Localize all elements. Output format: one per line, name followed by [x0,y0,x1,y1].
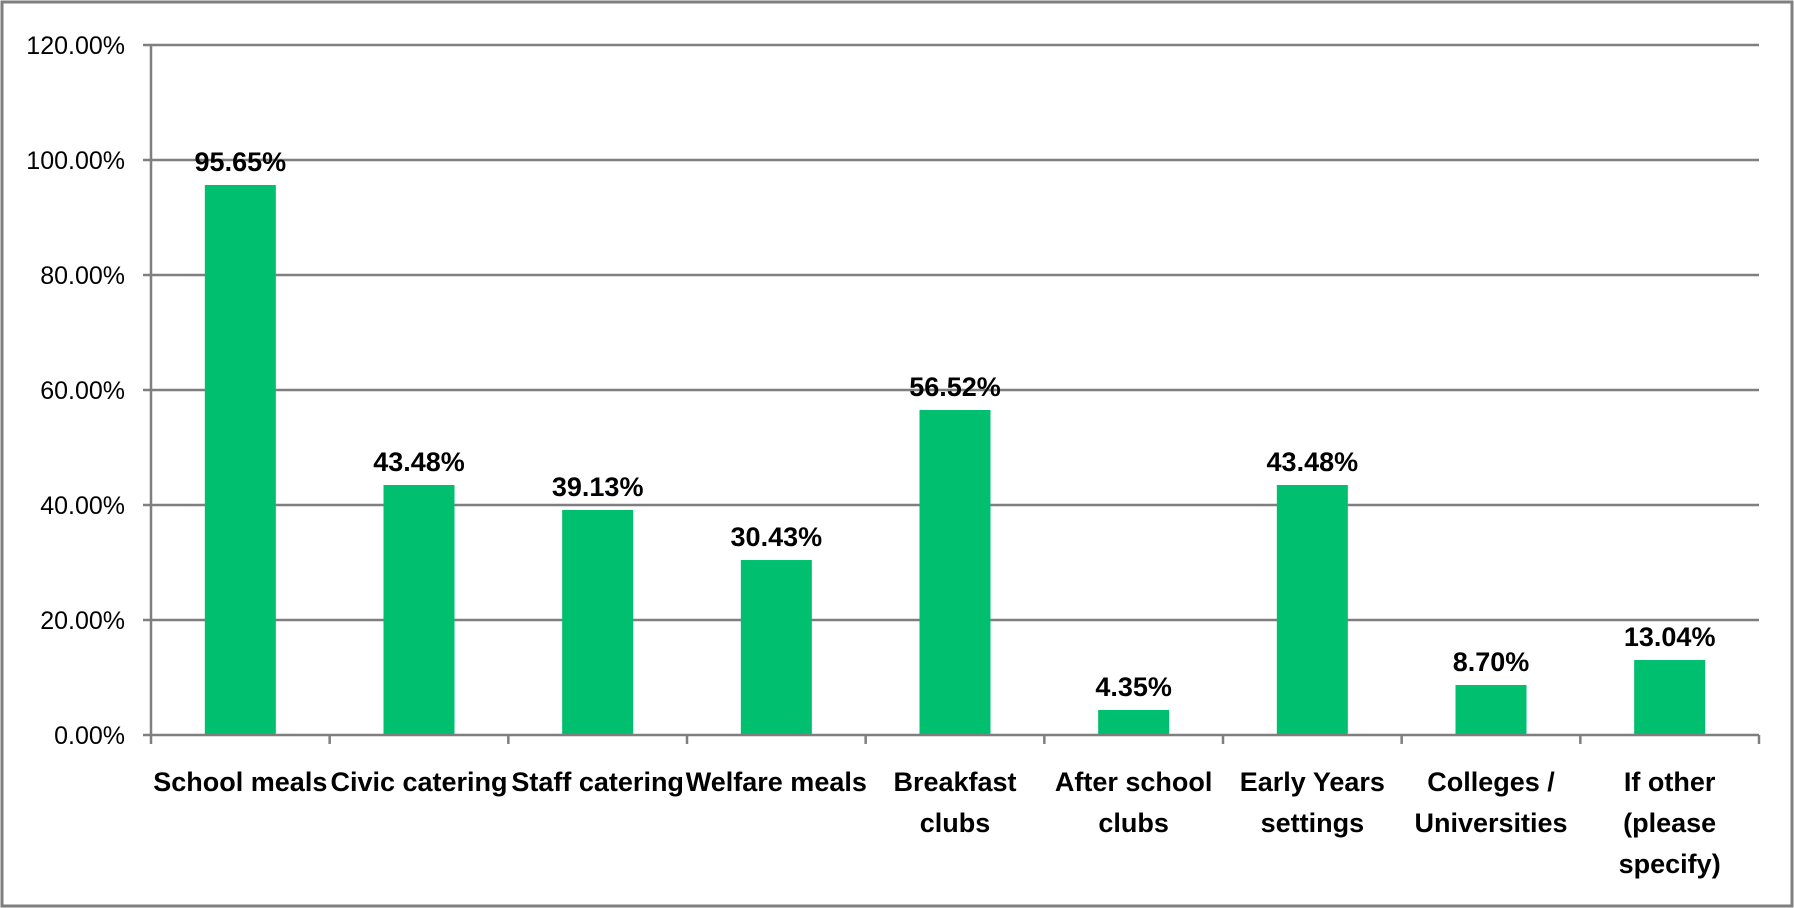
bar [204,185,276,735]
data-label: 95.65% [195,147,287,177]
category-label: Universities [1414,808,1567,838]
data-label: 43.48% [1267,447,1359,477]
data-label: 56.52% [909,372,1001,402]
data-label: 43.48% [373,447,465,477]
category-label: Colleges / [1427,767,1555,797]
category-label: specify) [1619,849,1721,879]
y-tick-label: 80.00% [40,262,125,290]
x-axis-category-labels: School meals Civic catering Staff catering… [153,767,1720,879]
bar [562,510,634,735]
bar [383,484,455,735]
bar [1455,684,1527,735]
y-axis-tick-labels: 0.00% 20.00% 40.00% 60.00% 80.00% 100.00% 120.… [26,32,125,750]
bar [1276,484,1348,735]
data-labels: 95.65% 43.48% 39.13% 30.43% 56.52% 4.35% 43.48… [195,147,1716,702]
category-label: Early Years [1240,767,1385,797]
category-label: Breakfast [893,767,1016,797]
category-label: Civic catering [330,767,507,797]
category-label: clubs [920,808,991,838]
category-label: settings [1261,808,1365,838]
bar [1098,709,1170,735]
data-label: 4.35% [1095,672,1172,702]
data-label: 13.04% [1624,622,1716,652]
bar [1634,660,1706,735]
y-tick-label: 40.00% [40,492,125,520]
data-label: 39.13% [552,472,644,502]
category-label: clubs [1098,808,1169,838]
category-label: Welfare meals [686,767,867,797]
category-label: If other [1624,767,1716,797]
y-tick-label: 0.00% [54,722,125,750]
axes [143,43,1761,744]
data-label: 8.70% [1453,647,1530,677]
data-label: 30.43% [731,522,823,552]
y-tick-label: 120.00% [26,32,125,60]
bar [740,560,812,735]
category-label: Staff catering [511,767,684,797]
bars [204,185,1706,735]
y-tick-label: 20.00% [40,607,125,635]
category-label: (please [1623,808,1716,838]
y-tick-label: 60.00% [40,377,125,405]
category-label: School meals [153,767,327,797]
category-label: After school [1055,767,1213,797]
bar [919,410,991,735]
y-tick-label: 100.00% [26,147,125,175]
